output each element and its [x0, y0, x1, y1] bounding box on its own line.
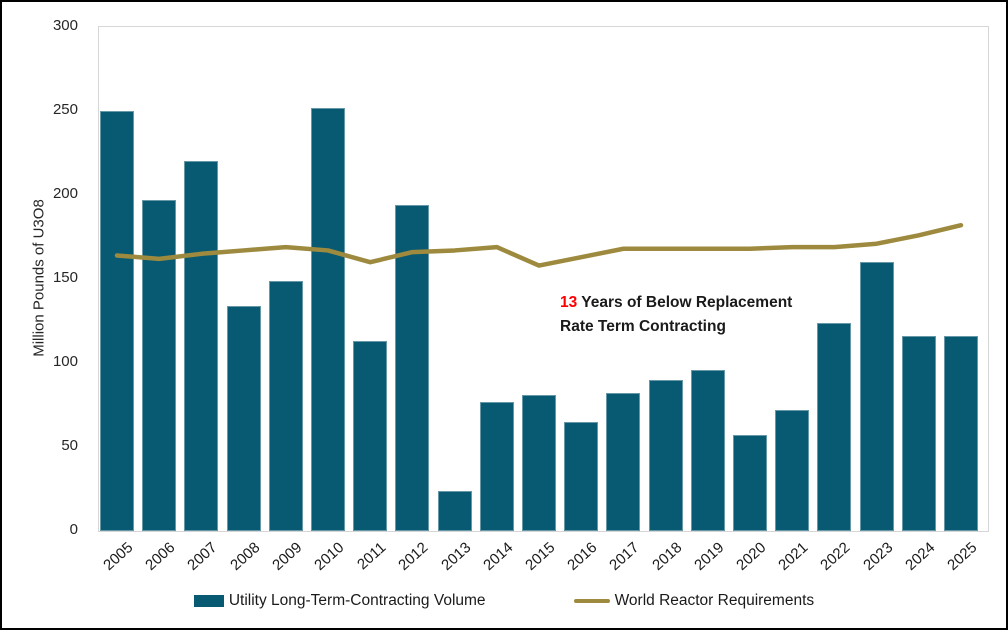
line-series-swatch: [573, 599, 610, 603]
x-label-2022: 2022: [817, 539, 854, 574]
x-label-2021: 2021: [775, 539, 812, 574]
x-label-2011: 2011: [354, 539, 390, 574]
bar-series-label: Utility Long-Term-Contracting Volume: [228, 592, 486, 609]
legend-item-line-series: World Reactor Requirements: [573, 592, 815, 610]
x-label-2019: 2019: [690, 539, 728, 574]
bar-2020: [733, 435, 767, 531]
x-label-2006: 2006: [142, 539, 179, 574]
x-label-2015: 2015: [522, 539, 559, 574]
bar-2005: [100, 111, 134, 531]
x-label-2012: 2012: [395, 539, 432, 574]
legend-item-bar-series: Utility Long-Term-Contracting Volume: [193, 592, 486, 610]
plot-area: [98, 26, 989, 532]
x-label-2009: 2009: [268, 539, 306, 574]
bar-2025: [944, 336, 978, 531]
y-tick-50: 50: [61, 437, 78, 454]
y-tick-300: 300: [52, 17, 78, 34]
line-series-label: World Reactor Requirements: [614, 592, 815, 609]
bar-2010: [311, 107, 345, 531]
bar-2013: [437, 490, 472, 531]
bar-2011: [353, 341, 388, 531]
bar-2016: [564, 421, 599, 531]
x-label-2013: 2013: [437, 539, 474, 574]
bar-2012: [395, 205, 430, 531]
x-label-2005: 2005: [100, 539, 137, 574]
x-label-2024: 2024: [901, 539, 939, 574]
bar-2018: [648, 379, 683, 531]
y-tick-200: 200: [52, 185, 78, 202]
y-tick-150: 150: [52, 269, 78, 286]
x-label-2014: 2014: [479, 539, 517, 574]
x-label-2017: 2017: [606, 539, 643, 574]
annotation-line-1: 13 Years of Below Replacement: [560, 291, 792, 315]
bar-2022: [817, 322, 852, 531]
legend: Utility Long-Term-Contracting Volume Wor…: [2, 592, 1006, 610]
bar-2009: [268, 280, 303, 531]
x-label-2008: 2008: [226, 539, 263, 574]
bar-2019: [690, 369, 725, 531]
y-tick-250: 250: [52, 101, 78, 118]
x-label-2007: 2007: [184, 539, 221, 574]
annotation: 13 Years of Below Replacement Rate Term …: [560, 291, 792, 339]
x-label-2010: 2010: [311, 539, 348, 574]
annotation-highlight: 13: [560, 294, 578, 311]
bar-2006: [142, 200, 177, 531]
x-label-2020: 2020: [733, 539, 770, 574]
bar-2017: [606, 393, 641, 531]
x-label-2023: 2023: [859, 539, 896, 574]
x-label-2018: 2018: [648, 539, 685, 574]
world-reactor-requirements-line: [114, 222, 964, 268]
bar-2015: [522, 394, 556, 531]
y-tick-0: 0: [69, 521, 78, 538]
bar-2021: [775, 410, 810, 531]
bar-2024: [901, 336, 936, 531]
bar-2007: [184, 161, 219, 531]
bar-2008: [226, 305, 261, 531]
annotation-line-2: Rate Term Contracting: [560, 318, 726, 335]
annotation-line-1-text: Years of Below Replacement: [577, 294, 793, 311]
bar-2023: [859, 262, 894, 531]
bar-2014: [479, 401, 514, 531]
y-tick-100: 100: [52, 353, 78, 370]
bar-series-swatch: [193, 595, 224, 607]
x-label-2016: 2016: [564, 539, 601, 574]
x-label-2025: 2025: [944, 539, 981, 574]
